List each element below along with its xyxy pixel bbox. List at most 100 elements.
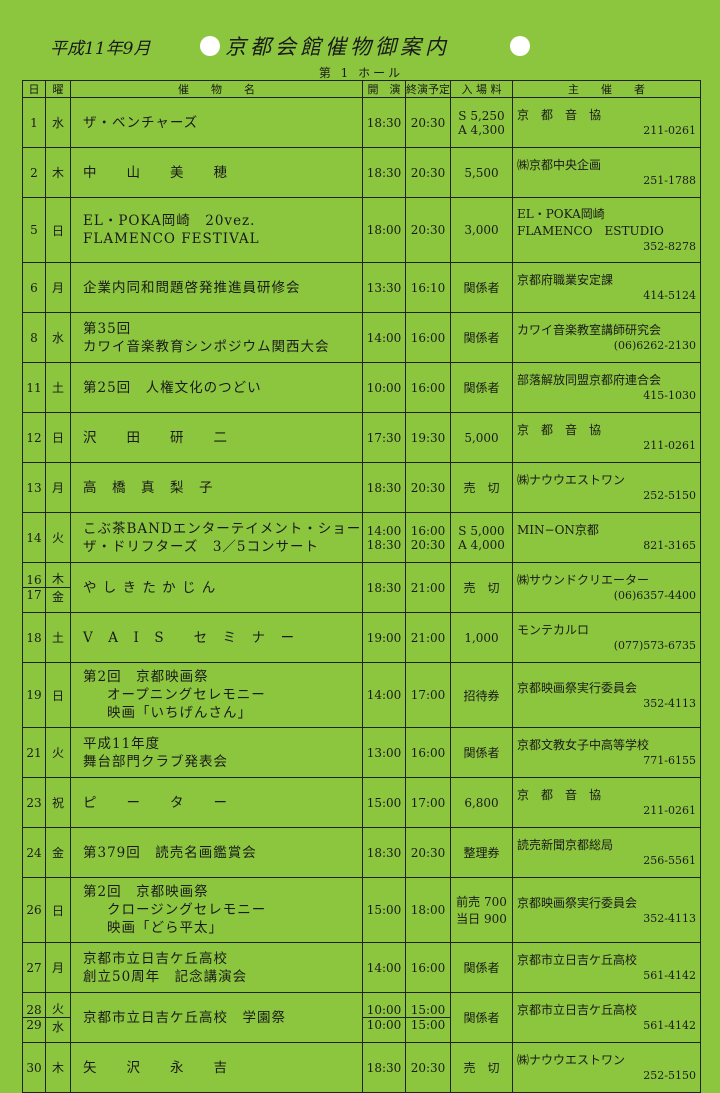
weekday: 木 — [51, 166, 64, 180]
event-name: こぶ茶BANDエンターテイメント・ショー — [83, 520, 362, 537]
day-list: 24 — [23, 846, 45, 860]
end-time: 16:00 — [410, 523, 446, 538]
organizer: 京 都 音 協 — [517, 423, 602, 437]
end-time-cell: 20:30 — [405, 97, 451, 148]
event-row: 14 火こぶ茶BANDエンターテイメント・ショー ザ・ドリフターズ 3／5コンサート… — [22, 512, 701, 563]
end-time-cell: 16:00 — [405, 942, 451, 993]
weekday-list: 木金 — [46, 570, 70, 605]
day: 11 — [26, 380, 42, 395]
event-cell: 矢 沢 永 吉 — [70, 1042, 363, 1093]
start-time-cell: 10:00 10:00 — [362, 992, 406, 1043]
price-list: 関係者 — [451, 959, 512, 976]
end-time-cell: 16:00 — [405, 312, 451, 363]
price: 6,800 — [464, 795, 499, 810]
price: 前売 700 — [456, 895, 507, 909]
day-cell: 2 — [22, 147, 46, 198]
price-list: S 5,000 A 4,000 — [451, 524, 512, 552]
organizer-cell: ㈱ナウウエストワン 252-5150 — [512, 462, 701, 513]
end-time-cell: 20:30 — [405, 1042, 451, 1093]
weekday-cell: 木 — [45, 1042, 71, 1093]
organizer-cell: 京都市立日吉ケ丘高校 561-4142 — [512, 992, 701, 1043]
weekday-cell: 火水 — [45, 992, 71, 1043]
event-cell: ザ・ベンチャーズ — [70, 97, 363, 148]
event-row: 18 土 V A I S セ ミ ナ ー 19:00 21:00 1,000 モンテカルロ (… — [22, 612, 701, 663]
weekday: 日 — [51, 688, 64, 703]
weekday-cell: 月 — [45, 262, 71, 313]
column-header: 終演予定 — [405, 80, 451, 98]
event-row: 5 日 EL・POKA岡崎 20vez. FLAMENCO FESTIVAL 18:00… — [22, 197, 701, 263]
event-cell: こぶ茶BANDエンターテイメント・ショー ザ・ドリフターズ 3／5コンサート — [70, 512, 363, 563]
price-cell: 招待券 — [450, 662, 513, 728]
day: 24 — [26, 845, 42, 860]
weekday-list: 日 — [46, 687, 70, 704]
weekday: 水 — [51, 331, 64, 345]
organizer: 京都映画祭実行委員会 — [517, 680, 638, 695]
price-cell: 6,800 — [450, 777, 513, 828]
event-name: 高 橋 真 梨 子 — [83, 479, 214, 496]
day-cell: 13 — [22, 462, 46, 513]
start-time-cell: 18:30 — [362, 462, 406, 513]
end-time-list: 20:30 — [406, 846, 450, 860]
day-cell: 11 — [22, 362, 46, 413]
start-time: 14:00 — [366, 960, 402, 975]
start-time-list: 14:00 — [363, 688, 405, 702]
event-cell: ピ ー タ ー — [70, 777, 363, 828]
phone: (06)6357-4400 — [613, 589, 696, 602]
day: 29 — [23, 1017, 45, 1032]
weekday-cell: 木 — [45, 147, 71, 198]
event-name: 平成11年度 — [83, 735, 161, 752]
phone: 256-5561 — [643, 854, 696, 867]
start-time-list: 18:30 — [363, 846, 405, 860]
column-header: 日 — [22, 80, 46, 98]
start-time: 18:30 — [366, 165, 402, 180]
day-list: 1 — [23, 116, 45, 130]
column-header: 曜 — [45, 80, 71, 98]
day: 30 — [26, 1060, 42, 1075]
price: 1,000 — [464, 630, 499, 645]
end-time-cell: 16:00 20:30 — [405, 512, 451, 563]
start-time: 14:00 — [366, 688, 402, 702]
price-list: 5,000 — [451, 431, 512, 445]
weekday-list: 月 — [46, 959, 70, 976]
end-time-cell: 20:30 — [405, 827, 451, 878]
weekday-list: 水 — [46, 114, 70, 131]
event-name: FLAMENCO FESTIVAL — [83, 231, 260, 247]
price-list: 売 切 — [451, 479, 512, 496]
page: 平成11年9月 京都会館催物御案内 第 1 ホール 日曜催 物 名開 演終演予定… — [22, 35, 701, 1093]
event-name: や し き た か じ ん — [83, 579, 217, 596]
weekday-cell: 木金 — [45, 562, 71, 613]
organizer: 京都映画祭実行委員会 — [517, 895, 638, 910]
day-list: 5 — [23, 223, 45, 237]
start-time-cell: 15:00 — [362, 877, 406, 943]
organizer-cell: 京都映画祭実行委員会 352-4113 — [512, 662, 701, 728]
end-time-list: 18:00 — [406, 903, 450, 917]
day: 5 — [30, 223, 38, 237]
phone: 251-1788 — [643, 174, 696, 187]
event-name: 京都市立日吉ケ丘高校 学園祭 — [83, 1009, 286, 1026]
end-time: 16:00 — [410, 745, 446, 760]
phone: 352-8278 — [643, 240, 696, 253]
weekday-cell: 火 — [45, 512, 71, 563]
day: 21 — [26, 745, 42, 760]
event-name: V A I S セ ミ ナ ー — [83, 629, 296, 646]
organizer-cell: 読売新聞京都総局 256-5561 — [512, 827, 701, 878]
start-time-cell: 18:30 — [362, 1042, 406, 1093]
end-time-list: 20:30 — [406, 1061, 450, 1075]
organizer-cell: 部落解放同盟京都府連合会 415-1030 — [512, 362, 701, 413]
weekday-cell: 火 — [45, 727, 71, 778]
end-time: 20:30 — [410, 845, 446, 860]
organizer: ㈱ナウウエストワン — [517, 1053, 626, 1067]
weekday: 日 — [51, 431, 64, 445]
phone: 252-5150 — [643, 489, 696, 502]
organizer-cell: 京 都 音 協 211-0261 — [512, 412, 701, 463]
day: 2 — [30, 165, 38, 180]
price: 関係者 — [463, 961, 500, 975]
day-cell: 26 — [22, 877, 46, 943]
weekday: 月 — [51, 961, 64, 975]
day: 23 — [26, 795, 42, 810]
weekday-cell: 日 — [45, 877, 71, 943]
end-time-cell: 15:00 15:00 — [405, 992, 451, 1043]
end-time-list: 16:00 — [406, 331, 450, 345]
schedule-table: 日曜催 物 名開 演終演予定入 場 料主 催 者 1 水ザ・ベンチャーズ 18:30… — [22, 80, 701, 1093]
day-cell: 5 — [22, 197, 46, 263]
